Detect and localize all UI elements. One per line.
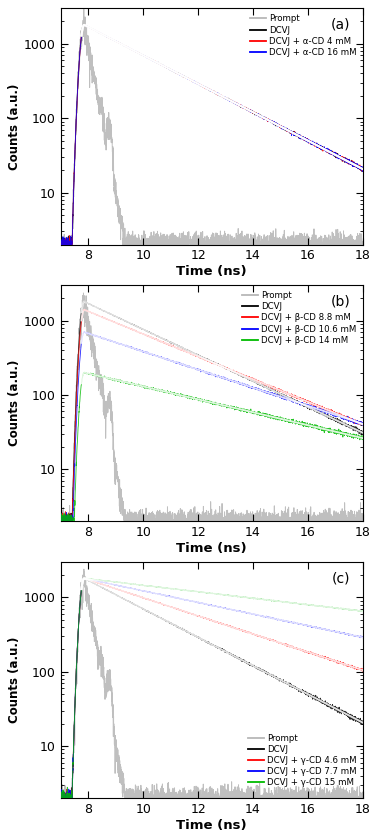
Text: (a): (a): [331, 18, 351, 32]
Y-axis label: Counts (a.u.): Counts (a.u.): [8, 360, 21, 446]
Legend: Prompt, DCVJ, DCVJ + β-CD 8.8 mM, DCVJ + β-CD 10.6 mM, DCVJ + β-CD 14 mM: Prompt, DCVJ, DCVJ + β-CD 8.8 mM, DCVJ +…: [241, 290, 359, 346]
X-axis label: Time (ns): Time (ns): [177, 265, 247, 278]
Legend: Prompt, DCVJ, DCVJ + α-CD 4 mM, DCVJ + α-CD 16 mM: Prompt, DCVJ, DCVJ + α-CD 4 mM, DCVJ + α…: [248, 13, 359, 59]
Text: (b): (b): [331, 295, 351, 308]
X-axis label: Time (ns): Time (ns): [177, 819, 247, 832]
Legend: Prompt, DCVJ, DCVJ + γ-CD 4.6 mM, DCVJ + γ-CD 7.7 mM, DCVJ + γ-CD 15 mM: Prompt, DCVJ, DCVJ + γ-CD 4.6 mM, DCVJ +…: [246, 732, 359, 789]
Y-axis label: Counts (a.u.): Counts (a.u.): [8, 637, 21, 723]
X-axis label: Time (ns): Time (ns): [177, 542, 247, 555]
Y-axis label: Counts (a.u.): Counts (a.u.): [8, 83, 21, 170]
Text: (c): (c): [332, 571, 351, 585]
